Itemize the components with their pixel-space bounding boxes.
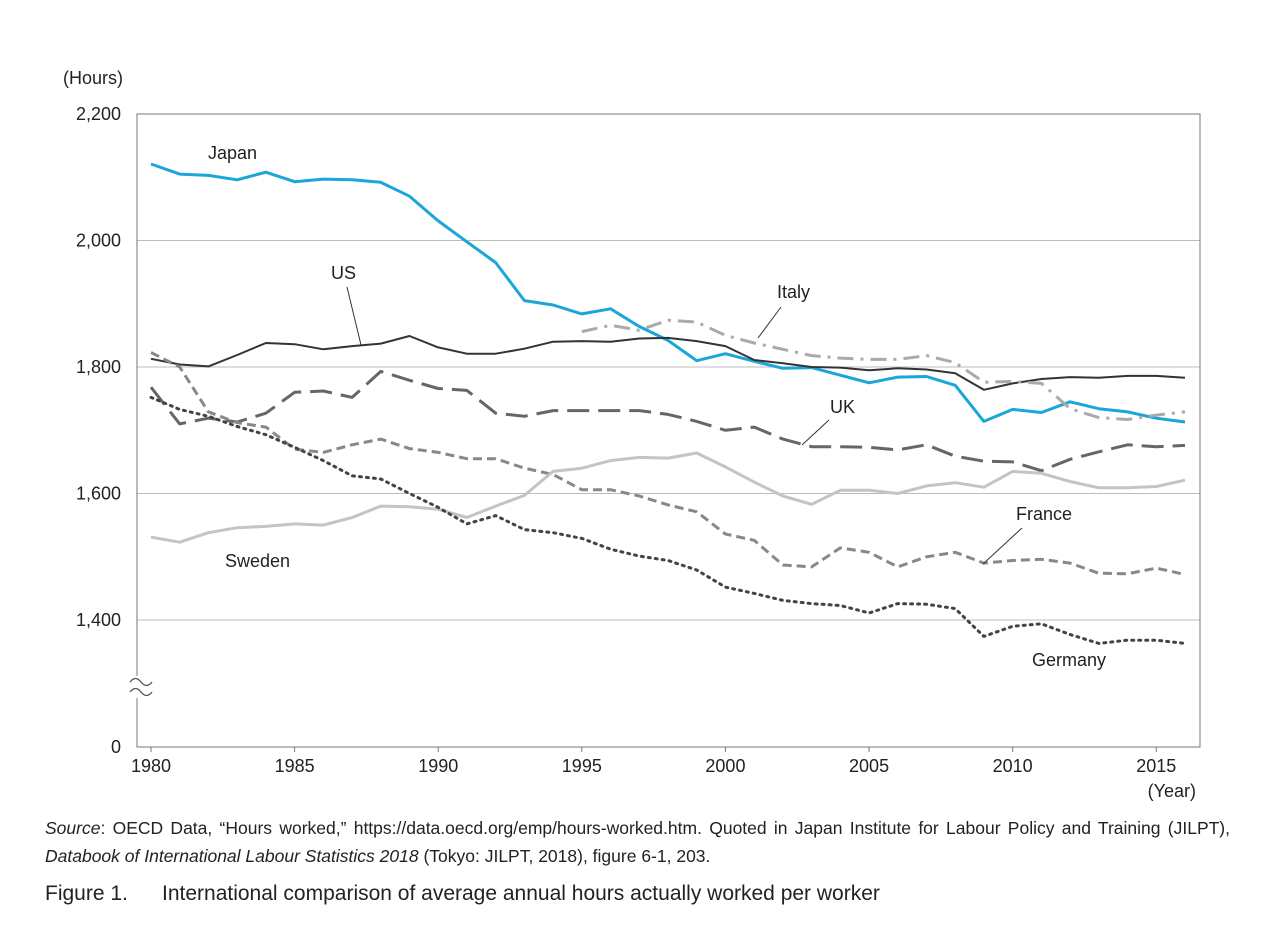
- y-tick-label: 1,600: [76, 484, 121, 504]
- label-france: France: [1016, 504, 1072, 524]
- series-line-germany: [149, 395, 1187, 645]
- x-tick-label: 1980: [131, 756, 171, 776]
- series-line-uk: [149, 369, 1186, 473]
- source-text-1: : OECD Data, “Hours worked,” https://dat…: [100, 818, 1230, 838]
- figure-number: Figure 1.: [45, 882, 128, 905]
- series-line-france: [150, 351, 1186, 576]
- source-text-2: (Tokyo: JILPT, 2018), figure 6-1, 203.: [418, 846, 711, 866]
- x-tick-label: 1995: [562, 756, 602, 776]
- x-tick-label: 2000: [705, 756, 745, 776]
- x-tick-label: 1985: [275, 756, 315, 776]
- y-tick-label: 2,000: [76, 231, 121, 251]
- leader-uk: [801, 419, 830, 446]
- source-prefix: Source: [45, 818, 101, 838]
- label-us: US: [331, 263, 356, 283]
- figure-caption: Figure 1. International comparison of ave…: [45, 882, 880, 906]
- source-title: Databook of International Labour Statist…: [45, 846, 419, 866]
- y-axis: 2,200 2,000 1,800 1,600 1,400 0: [76, 104, 121, 757]
- series-lines: [149, 162, 1187, 645]
- x-axis-label: (Year): [1148, 781, 1196, 801]
- label-uk: UK: [830, 397, 855, 417]
- label-sweden: Sweden: [225, 551, 290, 571]
- leader-us: [346, 286, 362, 346]
- plot-frame: [136, 113, 1201, 748]
- label-italy: Italy: [777, 282, 810, 302]
- leader-france: [982, 527, 1023, 565]
- label-japan: Japan: [208, 143, 257, 163]
- y-tick-label: 0: [111, 737, 121, 757]
- series-line-sweden: [150, 451, 1186, 544]
- y-tick-label: 2,200: [76, 104, 121, 124]
- leader-italy: [757, 306, 782, 339]
- label-germany: Germany: [1032, 650, 1106, 670]
- series-line-japan: [150, 162, 1186, 424]
- y-axis-label: (Hours): [63, 68, 123, 88]
- x-axis: 1980 1985 1990 1995 2000 2005 2010 2015: [131, 747, 1176, 776]
- x-tick-label: 2010: [993, 756, 1033, 776]
- y-tick-label: 1,400: [76, 610, 121, 630]
- source-note: Source: OECD Data, “Hours worked,” https…: [45, 814, 1230, 870]
- axis-break-icon: [129, 676, 153, 698]
- figure-title: International comparison of average annu…: [162, 882, 880, 905]
- x-tick-label: 1990: [418, 756, 458, 776]
- x-tick-label: 2005: [849, 756, 889, 776]
- series-line-italy: [581, 318, 1186, 421]
- x-tick-label: 2015: [1136, 756, 1176, 776]
- grid-lines: [137, 240, 1200, 621]
- series-line-us: [150, 335, 1186, 391]
- y-tick-label: 1,800: [76, 357, 121, 377]
